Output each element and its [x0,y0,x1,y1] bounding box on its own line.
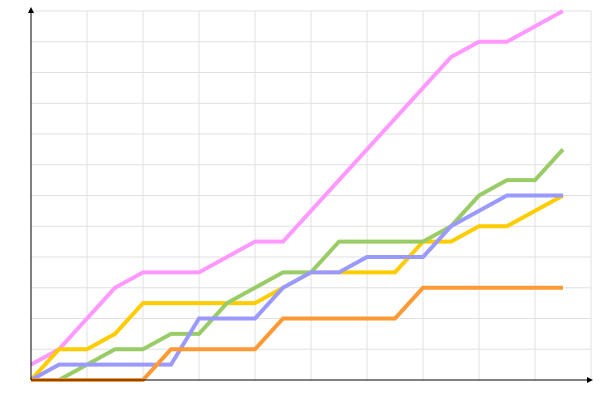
plot-area [29,9,565,382]
series-line [31,148,565,382]
series-line [30,9,564,367]
series-line [30,193,563,382]
